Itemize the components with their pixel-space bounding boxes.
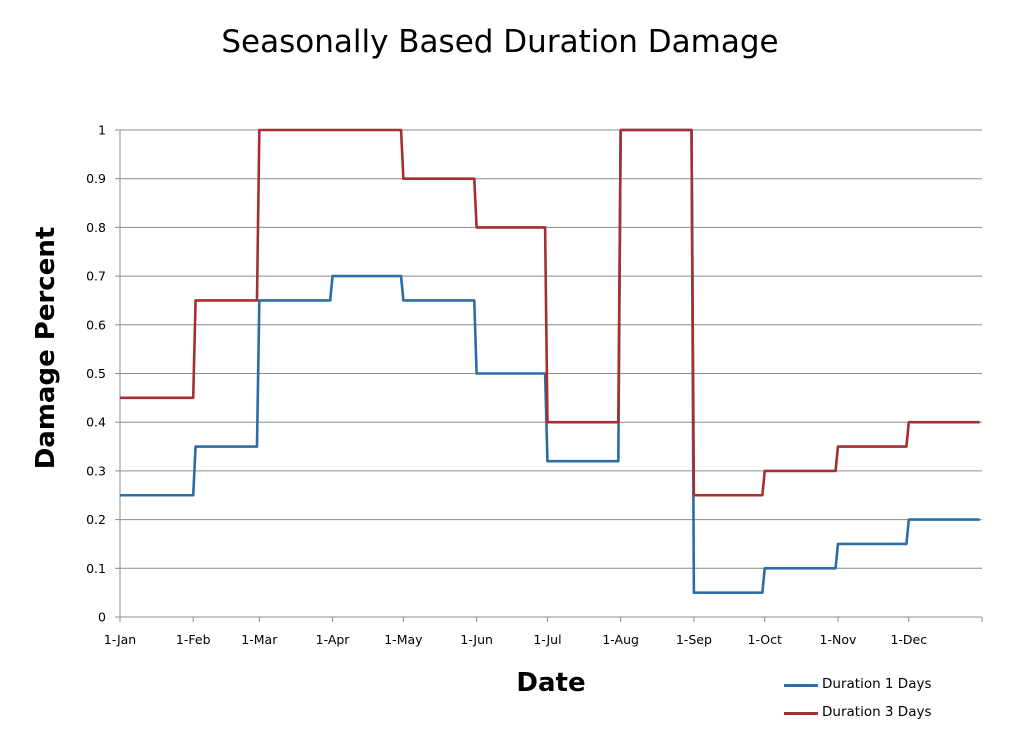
y-tick-label: 0.7 xyxy=(86,269,106,284)
y-tick-label: 0.8 xyxy=(86,220,106,235)
series-line-2 xyxy=(120,128,980,497)
x-tick-label: 1-Jun xyxy=(460,632,493,647)
legend-item-duration-1: Duration 1 Days xyxy=(784,675,1024,695)
x-tick-label: 1-Oct xyxy=(748,632,783,647)
x-tick-label: 1-Sep xyxy=(676,632,712,647)
y-tick-label: 0.6 xyxy=(86,317,106,332)
y-tick-labels: 0 0.1 0.2 0.3 0.4 0.5 0.6 0.7 0.8 0.9 1 xyxy=(86,123,106,625)
y-tick-label: 0.5 xyxy=(86,366,106,381)
legend-item-duration-3: Duration 3 Days xyxy=(784,703,1024,723)
legend-label: Duration 3 Days xyxy=(822,704,932,720)
series-lines xyxy=(120,128,980,594)
y-tick-label: 0.9 xyxy=(86,171,106,186)
y-tick-label: 0.2 xyxy=(86,512,106,527)
axes xyxy=(115,129,983,622)
gridlines xyxy=(120,129,982,569)
legend-swatch xyxy=(784,712,818,715)
y-tick-label: 0 xyxy=(98,610,106,625)
y-tick-label: 1 xyxy=(98,123,106,138)
chart-title: Seasonally Based Duration Damage xyxy=(221,24,779,60)
x-tick-label: 1-Mar xyxy=(241,632,278,647)
x-tick-label: 1-Feb xyxy=(176,632,211,647)
x-tick-label: 1-Aug xyxy=(602,632,639,647)
y-tick-label: 0.4 xyxy=(86,415,106,430)
x-tick-label: 1-Jul xyxy=(533,632,561,647)
legend-swatch xyxy=(784,684,818,687)
x-tick-label: 1-Dec xyxy=(890,632,927,647)
y-tick-label: 0.3 xyxy=(86,463,106,478)
legend-label: Duration 1 Days xyxy=(822,676,932,692)
x-tick-label: 1-Nov xyxy=(820,632,857,647)
series-line-1 xyxy=(120,128,980,594)
x-axis-label: Date xyxy=(516,668,586,698)
x-tick-label: 1-May xyxy=(384,632,423,647)
y-tick-label: 0.1 xyxy=(86,561,106,576)
x-tick-labels: 1-Jan 1-Feb 1-Mar 1-Apr 1-May 1-Jun 1-Jul 1-Aug… xyxy=(104,632,927,647)
x-tick-label: 1-Apr xyxy=(316,632,351,647)
x-tick-label: 1-Jan xyxy=(104,632,136,647)
